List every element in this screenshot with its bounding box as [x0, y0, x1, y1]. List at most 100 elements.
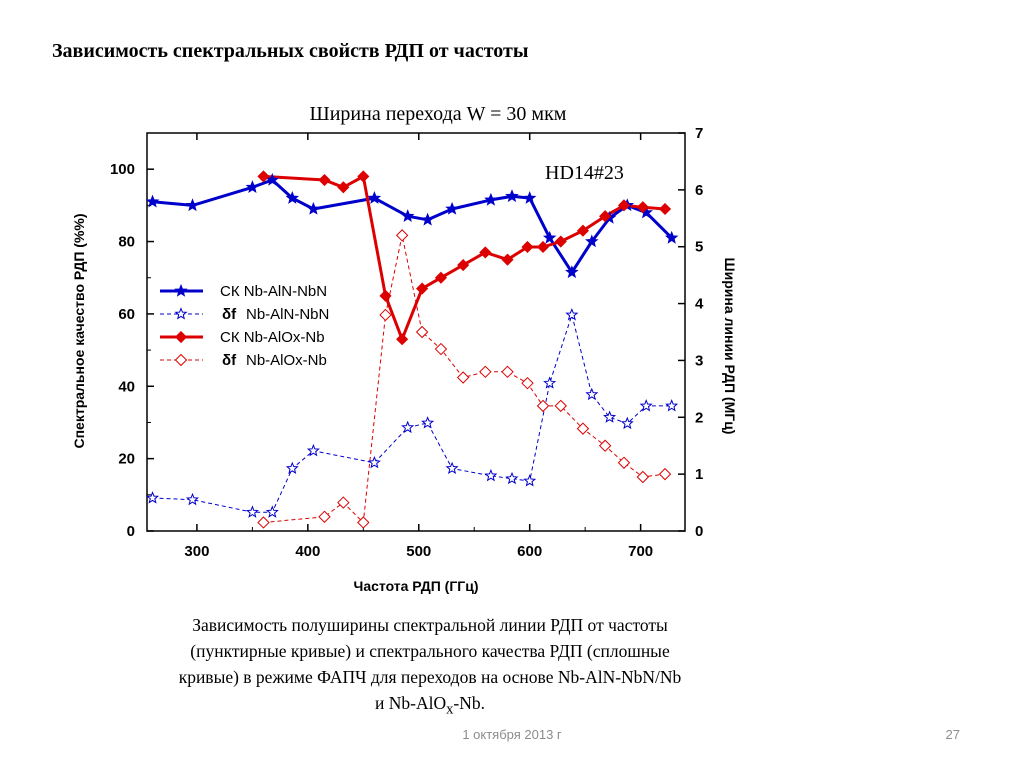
data-point: [565, 265, 579, 279]
data-point: [146, 491, 160, 504]
data-point: [400, 209, 415, 222]
legend-label: СК Nb-AlOx-Nb: [220, 329, 325, 346]
data-point: [523, 474, 537, 487]
data-point: [636, 201, 649, 214]
data-point: [554, 235, 567, 248]
data-point: [185, 492, 199, 506]
x-tick-label: 300: [184, 543, 209, 560]
chart-title: Ширина перехода W = 30 мкм: [309, 103, 567, 125]
y-left-tick-label: 40: [118, 378, 135, 395]
chart-annotation: HD14#23: [545, 162, 624, 184]
data-point: [505, 471, 519, 485]
legend-label: СК Nb-AlN-NbN: [220, 283, 327, 300]
data-point: [395, 229, 409, 242]
data-point: [306, 443, 320, 457]
data-point: [420, 212, 435, 226]
data-point: [521, 240, 534, 254]
data-point: [367, 190, 382, 204]
data-point: [257, 516, 270, 529]
data-point: [357, 516, 370, 529]
y-left-tick-label: 20: [118, 451, 135, 468]
data-point: [285, 190, 300, 204]
footer-date: 1 октября 2013 г: [462, 727, 562, 742]
data-point: [664, 230, 679, 244]
data-point: [658, 202, 672, 216]
caption-last-pre: и Nb-AlO: [375, 693, 447, 713]
data-point: [401, 420, 415, 434]
axes-layer: 300 400 500 600 700 0 20 40 60 80 100 0 1 2 3 4 5 6 7: [110, 125, 704, 560]
data-point: [145, 194, 160, 208]
data-point: [536, 240, 550, 254]
data-point: [521, 376, 534, 390]
caption-last-post: -Nb.: [453, 693, 485, 713]
caption-line-last: и Nb-AlOx-Nb.: [60, 690, 800, 723]
x-tick-label: 500: [406, 543, 431, 560]
legend-label: Nb-AlN-NbN: [246, 306, 329, 323]
caption-last-sub: x: [446, 701, 454, 718]
data-point: [306, 201, 321, 215]
data-point: [598, 439, 612, 452]
y-right-tick-label: 6: [695, 182, 703, 199]
data-point: [379, 289, 392, 302]
data-point: [457, 258, 470, 272]
series-line: [152, 314, 672, 513]
slide-title: Зависимость спектральных свойств РДП от …: [52, 40, 529, 62]
data-point: [257, 170, 270, 183]
data-point: [536, 399, 550, 413]
data-point: [367, 455, 381, 469]
data-point: [543, 376, 557, 389]
data-point: [636, 470, 650, 484]
data-point: [416, 282, 429, 295]
data-point: [576, 422, 590, 435]
y-right-tick-label: 2: [695, 409, 703, 426]
data-point: [565, 308, 579, 321]
data-point: [434, 342, 448, 356]
y-left-tick-label: 80: [118, 234, 135, 251]
x-tick-label: 400: [295, 543, 320, 560]
plot-frame: [146, 132, 686, 532]
page-number: 27: [945, 727, 960, 742]
data-point: [617, 199, 631, 212]
legend-marker: [174, 353, 188, 367]
data-point: [285, 461, 299, 474]
series-layer: [145, 170, 679, 529]
y-right-tick-label: 7: [695, 125, 703, 142]
caption-line: (пунктирные кривые) и спектрального каче…: [190, 641, 670, 661]
caption-line: Зависимость полуширины спектральной лини…: [192, 615, 668, 635]
data-point: [665, 399, 679, 412]
data-point: [620, 416, 634, 430]
data-point: [357, 170, 370, 183]
data-point: [265, 505, 279, 518]
y-axis-right-label: Ширина линии РДП (МГц): [722, 258, 738, 435]
legend: СК Nb-AlN-NbN δf Nb-AlN-NbN СК Nb-AlOx-Nb δf…: [160, 283, 329, 369]
data-point: [484, 468, 498, 482]
legend-marker: [174, 307, 188, 320]
data-point: [599, 210, 612, 223]
data-point: [501, 253, 514, 266]
legend-label: Nb-AlOx-Nb: [246, 352, 327, 369]
data-point: [585, 387, 599, 401]
data-point: [658, 467, 672, 481]
y-right-tick-label: 4: [695, 296, 704, 313]
x-tick-label: 600: [517, 543, 542, 560]
data-point: [576, 224, 590, 237]
data-point: [445, 201, 459, 215]
data-point: [337, 181, 350, 194]
data-point: [245, 180, 260, 193]
data-point: [396, 333, 409, 346]
y-right-tick-label: 1: [695, 466, 703, 483]
data-point: [639, 399, 653, 412]
data-point: [602, 410, 617, 423]
data-point: [379, 308, 392, 322]
data-point: [318, 173, 331, 187]
figure-caption: Зависимость полуширины спектральной лини…: [60, 612, 800, 723]
data-point: [479, 246, 492, 259]
data-point: [245, 505, 259, 518]
data-point: [501, 365, 514, 379]
y-axis-left-label: Спектральное качество РДП (%%): [71, 213, 87, 448]
data-point: [337, 496, 350, 509]
data-point: [554, 399, 567, 413]
data-point: [456, 371, 470, 384]
y-right-tick-label: 0: [695, 523, 703, 540]
